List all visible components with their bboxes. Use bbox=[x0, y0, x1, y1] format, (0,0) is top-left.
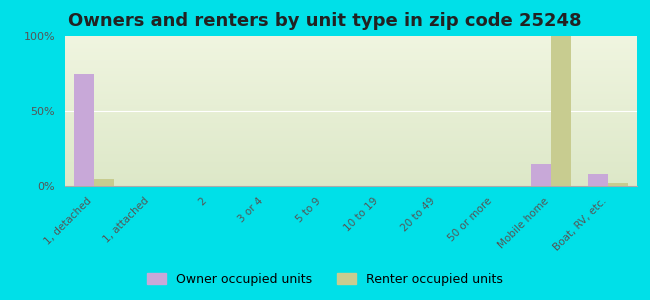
Bar bbox=[608, 183, 629, 186]
Legend: Owner occupied units, Renter occupied units: Owner occupied units, Renter occupied un… bbox=[142, 268, 508, 291]
Bar bbox=[551, 36, 571, 186]
Bar bbox=[94, 178, 114, 186]
Bar bbox=[531, 164, 551, 186]
Bar bbox=[588, 174, 608, 186]
Text: Owners and renters by unit type in zip code 25248: Owners and renters by unit type in zip c… bbox=[68, 12, 582, 30]
Bar bbox=[73, 74, 94, 186]
